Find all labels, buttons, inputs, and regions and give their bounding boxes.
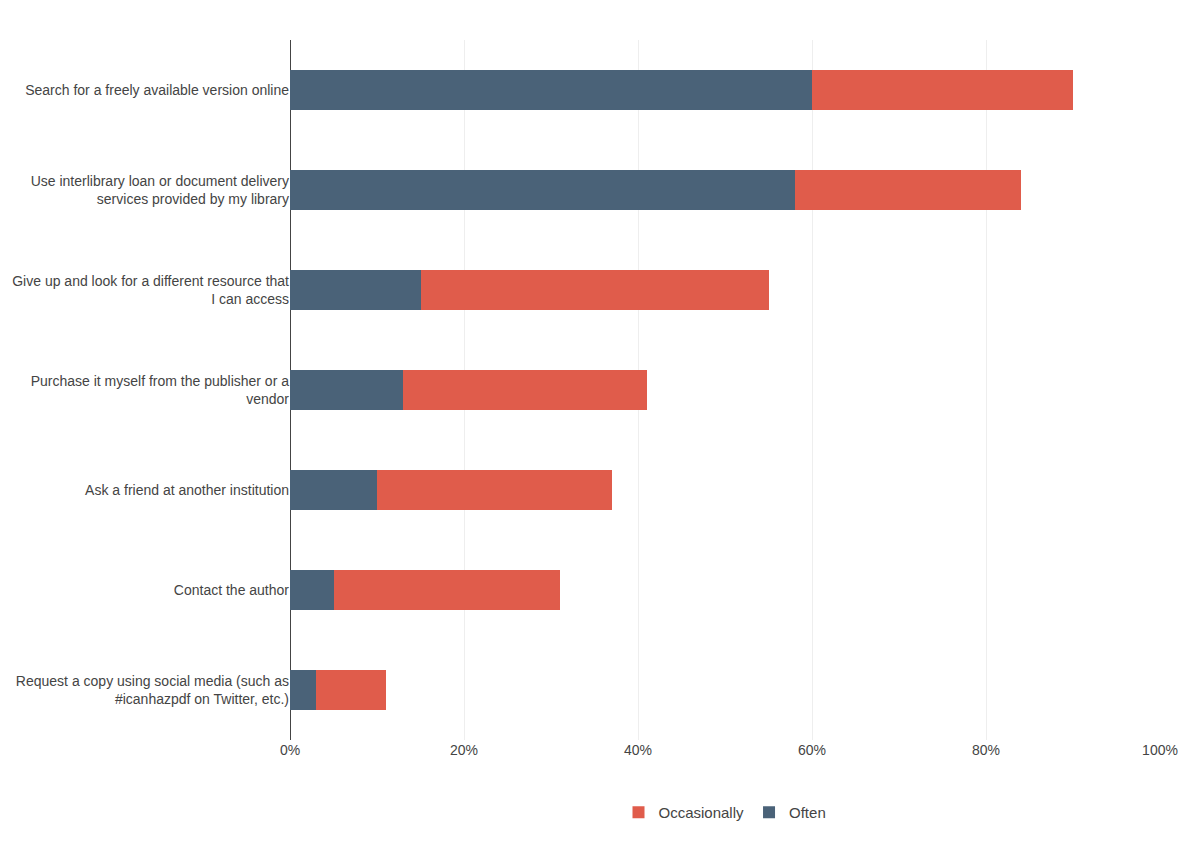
svg-text:80%: 80% [972,742,1000,758]
svg-text:Search for a freely available: Search for a freely available version on… [25,82,289,98]
svg-text:Use interlibrary loan or docum: Use interlibrary loan or document delive… [31,173,289,207]
svg-text:Request a copy using social me: Request a copy using social media (such … [16,673,289,707]
svg-text:40%: 40% [624,742,652,758]
svg-text:Contact the author: Contact the author [174,582,290,598]
svg-text:0%: 0% [280,742,300,758]
svg-text:Purchase it myself from the pu: Purchase it myself from the publisher or… [31,373,290,407]
svg-text:Often: Often [789,804,826,821]
svg-text:Ask a friend at another instit: Ask a friend at another institution [85,482,289,498]
svg-text:Occasionally: Occasionally [659,804,745,821]
svg-text:20%: 20% [450,742,478,758]
svg-text:Give up and look for a differe: Give up and look for a different resourc… [12,273,289,307]
svg-text:100%: 100% [1142,742,1178,758]
svg-text:60%: 60% [798,742,826,758]
